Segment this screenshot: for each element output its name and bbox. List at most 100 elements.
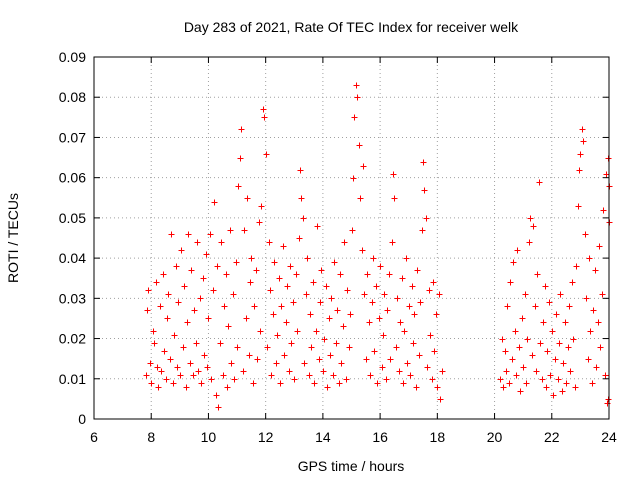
data-point — [158, 368, 165, 375]
data-point — [381, 291, 388, 298]
data-point — [410, 340, 417, 347]
data-point — [173, 263, 180, 270]
data-point — [330, 372, 337, 379]
data-point — [386, 271, 393, 278]
data-point — [504, 303, 511, 310]
x-tick-label: 14 — [315, 429, 331, 445]
data-point — [316, 356, 323, 363]
data-point — [597, 344, 604, 351]
data-point — [419, 227, 426, 234]
data-point — [404, 360, 411, 367]
data-point — [439, 368, 446, 375]
data-point — [374, 380, 381, 387]
data-point — [198, 380, 205, 387]
data-point — [323, 283, 330, 290]
data-point — [503, 368, 510, 375]
data-point — [165, 291, 172, 298]
data-point — [145, 287, 152, 294]
y-tick-label: 0 — [78, 411, 86, 427]
data-point — [144, 307, 151, 314]
data-point — [277, 380, 284, 387]
data-point — [281, 352, 288, 359]
data-point — [257, 328, 264, 335]
data-point — [147, 360, 154, 367]
data-point — [577, 151, 584, 158]
data-point — [153, 279, 160, 286]
y-tick-label: 0.03 — [59, 290, 86, 306]
data-point — [373, 283, 380, 290]
data-point — [344, 287, 351, 294]
data-point — [592, 267, 599, 274]
data-point — [507, 279, 514, 286]
data-point — [266, 239, 273, 246]
data-point — [550, 392, 557, 399]
data-point — [497, 376, 504, 383]
data-point — [547, 372, 554, 379]
data-point — [194, 239, 201, 246]
x-axis-title: GPS time / hours — [298, 458, 405, 474]
data-point — [287, 263, 294, 270]
data-point — [301, 360, 308, 367]
data-point — [575, 203, 582, 210]
data-point — [317, 299, 324, 306]
data-point — [579, 126, 586, 133]
data-point — [514, 247, 521, 254]
data-point — [364, 271, 371, 278]
data-point — [570, 336, 577, 343]
data-point — [590, 307, 597, 314]
data-point — [227, 227, 234, 234]
data-point — [274, 332, 281, 339]
data-point — [248, 255, 255, 262]
data-point — [175, 299, 182, 306]
data-point — [218, 239, 225, 246]
data-point — [431, 348, 438, 355]
data-point — [311, 380, 318, 387]
data-point — [520, 364, 527, 371]
y-tick-label: 0.06 — [59, 170, 86, 186]
data-point — [353, 82, 360, 89]
data-point — [177, 372, 184, 379]
data-point — [363, 356, 370, 363]
data-point — [178, 247, 185, 254]
data-point — [596, 243, 603, 250]
x-tick-label: 16 — [372, 429, 388, 445]
data-point — [506, 380, 513, 387]
data-point — [562, 319, 569, 326]
data-point — [340, 323, 347, 330]
data-point — [595, 319, 602, 326]
data-point — [230, 291, 237, 298]
data-point — [184, 319, 191, 326]
axis-ticks — [93, 56, 610, 420]
data-point — [258, 203, 265, 210]
data-point — [188, 267, 195, 274]
data-point — [235, 183, 242, 190]
data-point — [407, 372, 414, 379]
data-point — [308, 344, 315, 351]
data-point — [540, 319, 547, 326]
data-point — [417, 299, 424, 306]
data-point — [604, 400, 611, 407]
data-point — [168, 231, 175, 238]
data-point — [150, 328, 157, 335]
data-point — [509, 356, 516, 363]
data-point — [416, 352, 423, 359]
data-point — [411, 311, 418, 318]
data-point — [246, 352, 253, 359]
data-point — [170, 380, 177, 387]
data-point — [303, 291, 310, 298]
data-point — [221, 303, 228, 310]
data-point — [321, 336, 328, 343]
data-point — [424, 364, 431, 371]
data-points — [143, 82, 613, 411]
data-point — [534, 271, 541, 278]
data-point — [217, 340, 224, 347]
data-point — [313, 328, 320, 335]
data-point — [341, 239, 348, 246]
data-point — [264, 344, 271, 351]
data-point — [251, 303, 258, 310]
data-point — [526, 239, 533, 246]
data-point — [238, 126, 245, 133]
data-point — [430, 279, 437, 286]
data-point — [582, 231, 589, 238]
